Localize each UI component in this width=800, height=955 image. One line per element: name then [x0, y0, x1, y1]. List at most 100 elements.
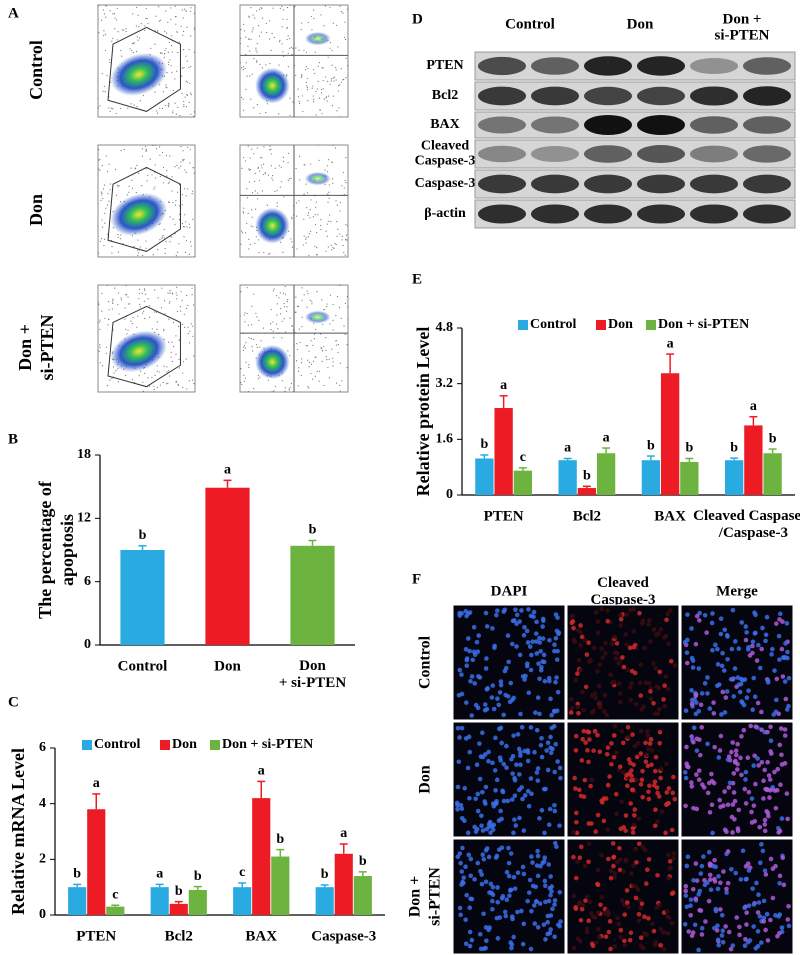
cell: [646, 680, 652, 686]
bar: [106, 906, 125, 915]
flow-dot: [171, 190, 173, 192]
significance-letter: a: [224, 463, 231, 478]
flow-dot: [321, 349, 323, 352]
cell: [729, 646, 735, 652]
flow-dot: [251, 216, 253, 218]
flow-dot: [278, 41, 281, 43]
flow-dot: [125, 284, 127, 287]
y-axis-label: apoptosis: [57, 514, 77, 586]
cell: [497, 755, 503, 760]
cell: [585, 748, 590, 753]
cell: [490, 760, 495, 766]
flow-dot: [170, 351, 172, 353]
flow-dot: [301, 316, 303, 318]
cell: [618, 927, 624, 933]
cell: [459, 869, 465, 874]
cell: [733, 748, 739, 753]
cell: [586, 659, 592, 665]
cell: [736, 646, 742, 651]
flow-dot: [168, 375, 171, 377]
flow-dot: [145, 293, 147, 295]
cell: [457, 905, 463, 911]
cell: [731, 676, 736, 681]
flow-dot: [138, 298, 140, 300]
flow-dot: [337, 46, 339, 48]
flow-dot: [189, 226, 191, 229]
cell: [535, 695, 541, 700]
flow-dot: [344, 180, 346, 182]
flow-dot: [194, 29, 196, 31]
flow-dot: [286, 301, 288, 303]
flow-dot: [181, 193, 184, 196]
flow-dot: [316, 246, 318, 249]
flow-dot: [171, 292, 173, 294]
cell: [694, 806, 700, 812]
flow-dot: [98, 159, 100, 161]
cell: [689, 701, 695, 707]
flow-dot: [126, 333, 128, 335]
flow-dot: [174, 5, 176, 7]
cell: [542, 679, 548, 684]
flow-dot: [258, 8, 261, 10]
flow-dot: [329, 6, 331, 8]
cell: [718, 804, 723, 810]
flow-dot: [303, 218, 305, 220]
cell: [644, 867, 650, 872]
cell: [724, 632, 730, 638]
flow-dot: [330, 221, 332, 223]
cell: [731, 771, 737, 776]
cell: [737, 689, 743, 695]
bar: [233, 887, 252, 915]
cell: [535, 873, 541, 879]
flow-dot: [273, 390, 275, 392]
cell: [746, 903, 752, 909]
flow-dot: [251, 31, 253, 33]
cell: [619, 799, 625, 804]
cell: [503, 913, 509, 919]
flow-dot: [108, 309, 110, 311]
flow-dot: [332, 77, 334, 79]
cell: [528, 776, 534, 781]
flow-dot: [132, 51, 134, 54]
flow-dot: [170, 44, 173, 47]
cell: [573, 786, 578, 791]
flow-dot: [111, 246, 113, 248]
cell: [655, 790, 660, 796]
flow-dot: [261, 167, 263, 169]
flow-dot: [128, 191, 130, 193]
cell: [691, 725, 697, 731]
cell: [734, 752, 739, 758]
flow-dot: [105, 155, 107, 157]
cell: [759, 646, 764, 652]
flow-dot: [181, 222, 184, 225]
flow-dot: [312, 216, 314, 218]
flow-dot: [175, 335, 177, 337]
blot-band: [637, 204, 685, 224]
cell: [719, 933, 725, 938]
cell: [778, 782, 783, 788]
cell: [731, 790, 737, 795]
flow-dot: [325, 349, 327, 351]
cell: [459, 691, 465, 697]
column-label: Control: [505, 16, 555, 32]
flow-dot: [301, 95, 303, 97]
cell: [715, 937, 721, 943]
cell: [732, 798, 738, 804]
flow-dot: [154, 374, 156, 377]
flow-dot: [100, 19, 103, 21]
flow-dot: [340, 317, 342, 319]
flow-dot: [193, 355, 195, 357]
flow-dot: [244, 232, 247, 234]
flow-dot: [299, 341, 301, 344]
flow-dot: [99, 362, 101, 364]
flow-dot: [285, 310, 288, 312]
flow-dot: [254, 190, 257, 192]
cell: [537, 816, 542, 821]
cell: [753, 781, 758, 787]
flow-dot: [186, 388, 188, 390]
flow-dot: [182, 159, 184, 161]
cell: [596, 935, 602, 940]
bar: [353, 876, 372, 915]
flow-dot: [175, 113, 177, 115]
flow-dot: [139, 303, 141, 306]
